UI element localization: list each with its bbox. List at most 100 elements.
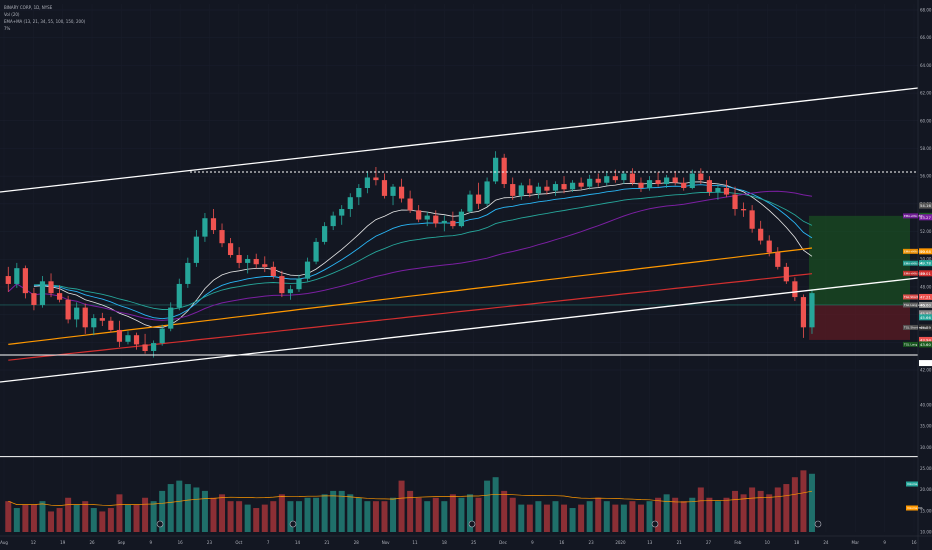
volume-bar	[415, 497, 422, 532]
candle-body	[681, 182, 687, 188]
candle-body	[373, 177, 379, 181]
candle-body	[202, 218, 208, 237]
volume-tick-label: 25.00M	[920, 466, 932, 471]
candle-body	[655, 180, 661, 185]
candle-body	[416, 210, 422, 220]
price-tick-label: 64.00	[920, 63, 932, 68]
volume-bar	[167, 484, 174, 532]
volume-bar	[689, 497, 696, 532]
volume-bar	[116, 494, 123, 532]
time-tick-label: 9	[150, 540, 153, 545]
time-tick-label: 10	[765, 540, 771, 545]
candle-body	[176, 283, 182, 308]
price-marker-label: 46.60	[920, 302, 931, 307]
volume-bar	[219, 494, 226, 532]
volume-bar	[569, 508, 576, 532]
candle-body	[749, 210, 755, 229]
volume-bar	[484, 480, 491, 532]
stop-zone	[808, 304, 910, 340]
time-tick-label: Oct	[235, 540, 242, 545]
candle-body	[493, 157, 499, 182]
price-tick-label: 56.00	[920, 174, 932, 179]
time-tick-label: 27	[706, 540, 712, 545]
ma-name-tag	[903, 260, 918, 266]
time-tick-label: 11	[412, 540, 418, 545]
ema-indicator-line[interactable]: EMA+MA (13, 21, 34, 55, 100, 150, 200)	[4, 19, 86, 24]
price-marker-label: 43.94	[920, 337, 931, 342]
target-zone	[808, 215, 910, 305]
price-tick-label: 48.00	[920, 284, 932, 289]
volume-bar	[578, 504, 585, 532]
candle-body	[159, 328, 165, 344]
volume-tick-label: 10.00M	[920, 530, 932, 535]
volume-bar	[800, 470, 807, 532]
candle-body	[561, 184, 567, 190]
candle-body	[672, 177, 678, 183]
volume-indicator-line[interactable]: Vol (20)	[4, 12, 20, 17]
time-tick-label: Dec	[499, 540, 507, 545]
price-marker-label: 45.97	[920, 311, 931, 316]
candle-body	[552, 184, 559, 191]
volume-bar	[338, 490, 345, 532]
volume-bar	[509, 497, 516, 532]
volume-bar	[432, 497, 439, 532]
candle-body	[792, 281, 798, 298]
time-tick-label: 19	[60, 540, 66, 545]
volume-bar	[270, 501, 277, 532]
price-marker-label: 53.27	[920, 215, 931, 220]
candle-body	[475, 194, 482, 204]
price-marker-tag	[919, 293, 932, 300]
ma-name-label: TGL Long entry	[903, 303, 926, 307]
volume-bar	[355, 497, 362, 532]
volume-bar	[184, 484, 191, 532]
time-tick-label: 26	[90, 540, 96, 545]
candle-body	[279, 276, 285, 294]
price-marker-label: 47.21	[920, 294, 931, 299]
volume-bar	[424, 501, 431, 532]
chart-legend: BINARY CORP, 1D, NYSE Vol (20) EMA+MA (1…	[4, 4, 85, 32]
ma-name-label: TGL Long	[903, 343, 917, 347]
ma-name-label: TGL Short	[903, 295, 919, 299]
candle-body	[210, 218, 217, 231]
symbol-line[interactable]: BINARY CORP, 1D, NYSE	[4, 5, 53, 10]
volume-bar	[176, 480, 183, 532]
volume-bar	[791, 477, 798, 532]
time-tick-label: 9	[531, 540, 534, 545]
candle-body	[433, 215, 439, 224]
volume-bar	[287, 501, 294, 532]
event-marker	[289, 520, 297, 528]
time-tick-label: 16	[911, 540, 917, 545]
candle-body	[253, 258, 259, 265]
time-tick-label: 25	[471, 540, 477, 545]
price-marker-tag	[919, 324, 932, 331]
volume-bar	[124, 504, 131, 532]
volume-bar	[150, 501, 157, 532]
candle-body	[646, 180, 653, 188]
price-marker-tag	[919, 214, 932, 221]
volume-bar	[82, 501, 89, 532]
candle-body	[638, 182, 644, 188]
price-tick-label: 42.00	[920, 368, 932, 373]
pct-indicator-line[interactable]: 7%	[4, 26, 11, 31]
volume-bar	[398, 480, 405, 532]
time-tick-label: 23	[207, 540, 213, 545]
candle-body	[39, 281, 46, 305]
candle-body	[398, 186, 405, 199]
candle-body	[339, 209, 345, 216]
candle-body	[527, 185, 533, 194]
time-tick-label: Aug	[0, 540, 8, 545]
time-tick-label: 21	[324, 540, 330, 545]
price-marker-label: 49.78	[920, 261, 931, 266]
candle-body	[82, 307, 88, 328]
candle-body	[14, 268, 20, 284]
ma-name-label: TGL Short entry	[903, 326, 926, 330]
volume-bar	[107, 508, 114, 532]
candle-body	[287, 289, 294, 294]
candle-body	[783, 266, 789, 282]
volume-bar	[227, 501, 234, 532]
candle-body	[664, 177, 670, 185]
volume-bar	[535, 501, 542, 532]
price-marker-label: 49.01	[920, 271, 931, 276]
